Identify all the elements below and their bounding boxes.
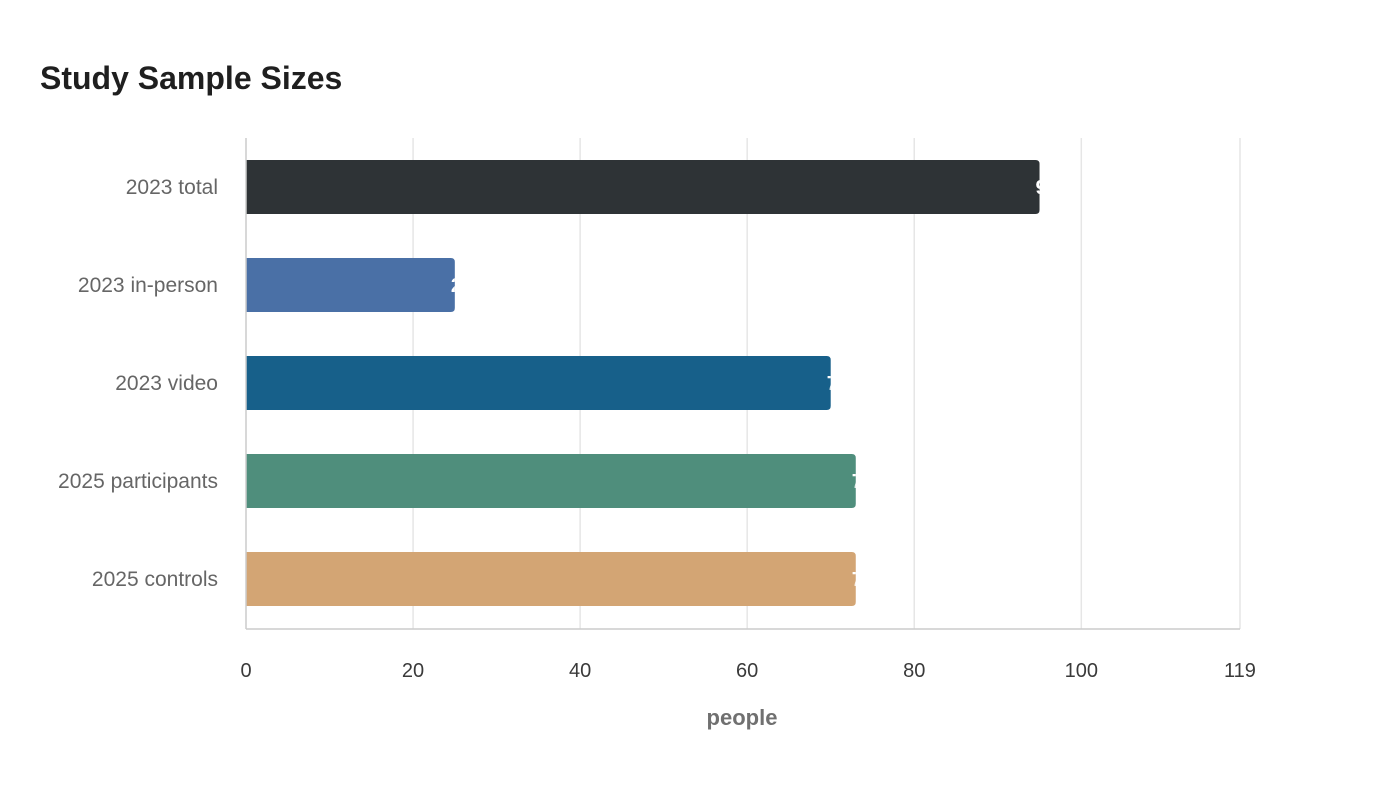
x-tick-label: 100 [1065,660,1098,682]
bar [246,552,856,606]
category-label: 2023 total [126,176,218,199]
x-tick-label: 20 [402,660,424,682]
bar-value-label: 95 [1036,177,1058,199]
bar-layer [246,160,1040,606]
x-tick-label: 119 [1224,660,1256,682]
category-label: 2023 in-person [78,274,218,297]
x-tick-label: 60 [736,660,758,682]
bar-value-label: 73 [852,569,874,591]
category-label: 2023 video [115,372,218,395]
x-axis-title: people [707,705,778,730]
bar-value-label: 70 [827,373,849,395]
x-tick-label: 80 [903,660,925,682]
bar [246,454,856,508]
chart-title: Study Sample Sizes [40,60,343,96]
bar [246,356,831,410]
bar-value-label: 73 [852,471,874,493]
axis-layer: 0 20 40 60 80 100 119 [240,138,1256,682]
category-label: 2025 participants [58,470,218,493]
category-label-layer: 2023 total 2023 in-person 2023 video 2025 p… [58,176,218,591]
category-label: 2025 controls [92,568,218,591]
x-tick-label: 0 [240,660,251,682]
x-tick-label: 40 [569,660,591,682]
value-label-layer: 95 25 70 73 73 [451,177,1058,591]
bar [246,258,455,312]
bar [246,160,1040,214]
bar-value-label: 25 [451,275,473,297]
